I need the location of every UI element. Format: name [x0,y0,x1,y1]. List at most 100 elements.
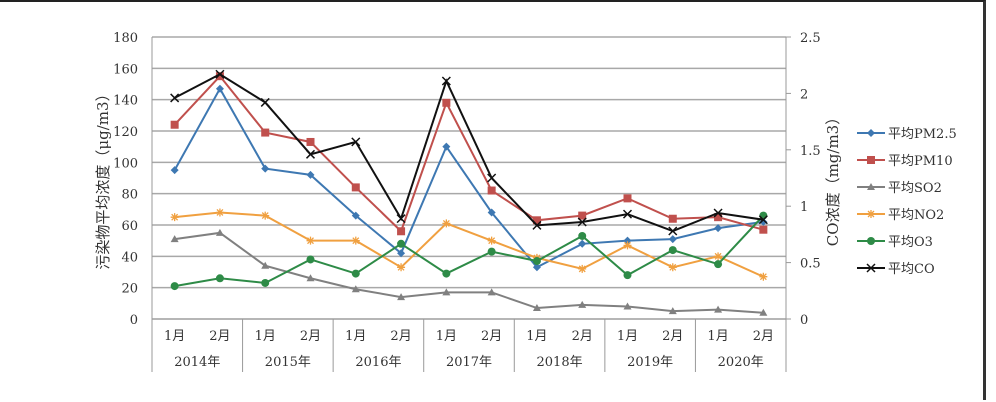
data-point [306,255,315,264]
legend-marker [867,156,875,164]
data-point [215,69,225,79]
x-tick-label: 1月 [436,329,457,344]
data-point [305,149,316,159]
data-point [397,293,406,301]
series-line [174,211,764,278]
y-tick-label: 120 [113,125,138,140]
data-point [668,235,677,244]
legend-label: 平均PM10 [888,154,953,169]
x-group-label: 2018年 [537,355,583,370]
x-tick-label: 2月 [300,329,321,344]
legend-marker [867,183,875,190]
data-point [351,211,360,220]
legend-label: 平均PM2.5 [888,127,957,142]
y-tick-label: 80 [121,188,138,203]
data-point [578,300,587,308]
legend-marker [867,237,875,245]
data-point [578,211,587,220]
data-point [396,214,406,224]
data-point [260,97,270,107]
data-point [623,271,632,280]
data-point [577,217,587,227]
axes: 0 20 40 60 80 100 120 140 160 180 0 0.5 1 1.5 2 2.5 1月 2月… [113,31,821,372]
series-平均SO2 [170,228,768,316]
data-point [668,246,677,255]
data-point [215,84,224,93]
data-point [170,213,179,222]
data-point [397,227,406,236]
data-point [487,208,496,217]
data-point [215,228,224,236]
data-point [261,128,270,137]
data-point [714,224,723,233]
data-point [306,274,315,282]
data-point [759,308,768,316]
x-tick-label: 1月 [345,329,366,344]
data-point [351,137,361,147]
data-point [397,239,406,248]
data-point [532,257,541,266]
y2-tick-label: 0 [800,313,808,328]
data-point [714,305,723,313]
x-tick-label: 1月 [526,329,547,344]
data-point [306,137,315,146]
data-point [714,213,723,222]
data-point [170,235,179,243]
y-tick-label: 40 [121,250,138,265]
data-point [170,120,179,129]
data-point [623,302,632,310]
data-point [261,278,270,287]
x-tick-label: 1月 [617,329,638,344]
data-point [487,186,496,195]
series-line [173,74,764,234]
data-point [170,282,179,291]
data-point [532,304,541,312]
data-point [487,236,496,245]
data-point [215,274,224,283]
data-point [442,269,451,278]
x-tick-label: 1月 [707,329,728,344]
data-point [759,272,768,281]
x-group-label: 2016年 [355,355,401,370]
legend-marker [867,129,875,137]
series-平均CO [170,69,768,236]
data-point [668,263,677,272]
x-group-label: 2019年 [627,355,673,370]
data-point [622,209,633,219]
data-point [170,166,179,175]
x-group-label: 2017年 [446,355,492,370]
data-point [532,263,541,272]
data-point [714,252,723,261]
y2-tick-label: 0.5 [800,257,821,272]
series-group [170,69,768,316]
y-axis-label: 污染物平均浓度（μg/m3） [94,86,112,269]
x-tick-label: 1月 [164,329,185,344]
legend-marker [866,263,876,273]
data-point [668,226,678,236]
data-point [441,76,451,86]
data-point [306,236,315,245]
data-point [623,241,632,250]
series-平均O3 [170,211,768,291]
data-point [758,215,768,225]
data-point [487,288,496,296]
data-point [442,288,451,296]
data-point [578,231,587,240]
data-point [668,214,677,223]
data-point [351,236,360,245]
data-point [442,98,451,107]
data-point [261,164,270,173]
legend-marker [867,210,875,218]
y-tick-label: 160 [113,62,138,77]
data-point [487,173,497,183]
data-point [351,285,360,293]
data-point [351,269,360,278]
series-line [173,86,764,269]
data-point [170,93,180,103]
data-point [215,208,224,217]
x-tick-label: 2月 [390,329,411,344]
data-point [668,307,677,315]
data-point [442,142,451,151]
data-point [759,225,768,234]
legend: 平均PM2.5 平均PM10 平均SO2 平均NO2 平均O3 平均CO [857,127,957,277]
